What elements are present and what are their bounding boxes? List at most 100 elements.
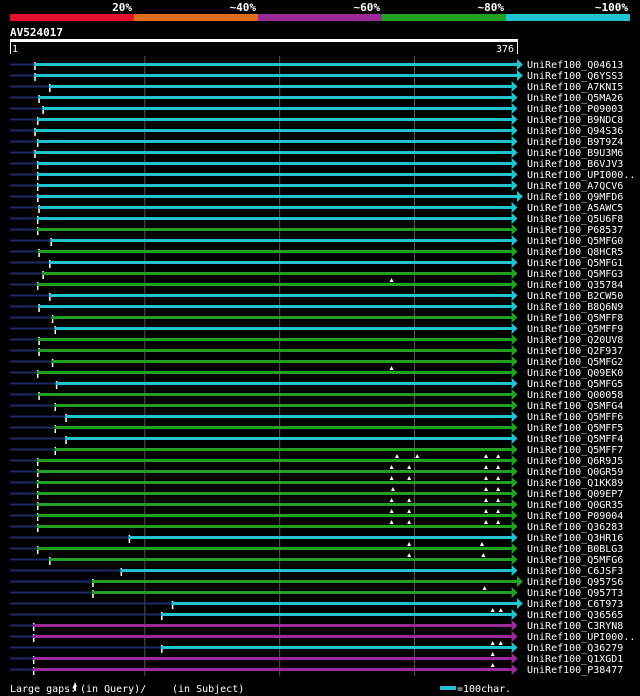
hit-label[interactable]: UniRef100_Q5MFG3 bbox=[527, 269, 623, 280]
hit-label[interactable]: UniRef100_P38477 bbox=[527, 665, 623, 676]
hit-bar[interactable] bbox=[36, 162, 512, 165]
hit-bar[interactable] bbox=[55, 382, 512, 385]
hit-label[interactable]: UniRef100_B0BLG3 bbox=[527, 544, 623, 555]
hit-label[interactable]: UniRef100_Q957T3 bbox=[527, 588, 623, 599]
hit-bar[interactable] bbox=[36, 140, 512, 143]
hit-label[interactable]: UniRef100_Q00058 bbox=[527, 390, 623, 401]
hit-bar[interactable] bbox=[34, 74, 518, 77]
hit-bar[interactable] bbox=[49, 558, 512, 561]
hit-label[interactable]: UniRef100_Q5MFF6 bbox=[527, 412, 623, 423]
hit-label[interactable]: UniRef100_P09003 bbox=[527, 104, 623, 115]
hit-bar[interactable] bbox=[42, 107, 512, 110]
hit-bar[interactable] bbox=[54, 448, 512, 451]
hit-label[interactable]: UniRef100_Q5MFF9 bbox=[527, 324, 623, 335]
hit-bar[interactable] bbox=[49, 261, 512, 264]
hit-bar[interactable] bbox=[36, 184, 512, 187]
hit-bar[interactable] bbox=[51, 360, 512, 363]
hit-bar[interactable] bbox=[38, 96, 512, 99]
hit-label[interactable]: UniRef100_UPI000.. bbox=[527, 170, 635, 181]
hit-bar[interactable] bbox=[36, 470, 512, 473]
hit-bar[interactable] bbox=[49, 294, 512, 297]
hit-label[interactable]: UniRef100_Q5MFF8 bbox=[527, 313, 623, 324]
hit-label[interactable]: UniRef100_Q5MFG5 bbox=[527, 379, 623, 390]
hit-label[interactable]: UniRef100_Q04613 bbox=[527, 60, 623, 71]
hit-label[interactable]: UniRef100_B9T9Z4 bbox=[527, 137, 623, 148]
hit-label[interactable]: UniRef100_C6T973 bbox=[527, 599, 623, 610]
hit-bar[interactable] bbox=[36, 217, 512, 220]
hit-label[interactable]: UniRef100_Q957S6 bbox=[527, 577, 623, 588]
hit-bar[interactable] bbox=[50, 239, 512, 242]
hit-bar[interactable] bbox=[92, 580, 518, 583]
hit-label[interactable]: UniRef100_P09004 bbox=[527, 511, 623, 522]
hit-label[interactable]: UniRef100_Q5MFG2 bbox=[527, 357, 623, 368]
hit-label[interactable]: UniRef100_A7QCV6 bbox=[527, 181, 623, 192]
hit-label[interactable]: UniRef100_Q9MFD6 bbox=[527, 192, 623, 203]
hit-bar[interactable] bbox=[38, 305, 512, 308]
hit-label[interactable]: UniRef100_Q5MFF4 bbox=[527, 434, 623, 445]
hit-label[interactable]: UniRef100_Q2F937 bbox=[527, 346, 623, 357]
hit-label[interactable]: UniRef100_Q0GR35 bbox=[527, 500, 623, 511]
hit-bar[interactable] bbox=[171, 602, 517, 605]
hit-label[interactable]: UniRef100_C3RYN8 bbox=[527, 621, 623, 632]
hit-bar[interactable] bbox=[65, 437, 512, 440]
hit-label[interactable]: UniRef100_Q5U6F8 bbox=[527, 214, 623, 225]
hit-bar[interactable] bbox=[38, 250, 512, 253]
hit-label[interactable]: UniRef100_Q8HCR5 bbox=[527, 247, 623, 258]
hit-bar[interactable] bbox=[32, 668, 512, 671]
hit-bar[interactable] bbox=[42, 272, 512, 275]
hit-bar[interactable] bbox=[34, 151, 512, 154]
hit-label[interactable]: UniRef100_Q94S36 bbox=[527, 126, 623, 137]
hit-label[interactable]: UniRef100_Q6R9J5 bbox=[527, 456, 623, 467]
hit-label[interactable]: UniRef100_Q09EP7 bbox=[527, 489, 623, 500]
hit-label[interactable]: UniRef100_Q0GR59 bbox=[527, 467, 623, 478]
hit-label[interactable]: UniRef100_Q36565 bbox=[527, 610, 623, 621]
hit-bar[interactable] bbox=[54, 426, 512, 429]
hit-bar[interactable] bbox=[36, 503, 512, 506]
hit-label[interactable]: UniRef100_A7KNI5 bbox=[527, 82, 623, 93]
hit-bar[interactable] bbox=[38, 393, 512, 396]
hit-bar[interactable] bbox=[36, 228, 512, 231]
hit-label[interactable]: UniRef100_UPI000.. bbox=[527, 632, 635, 643]
hit-label[interactable]: UniRef100_B9NDC8 bbox=[527, 115, 623, 126]
hit-bar[interactable] bbox=[36, 492, 512, 495]
hit-label[interactable]: UniRef100_P68537 bbox=[527, 225, 623, 236]
hit-bar[interactable] bbox=[51, 316, 512, 319]
hit-bar[interactable] bbox=[36, 459, 512, 462]
hit-label[interactable]: UniRef100_Q5MFF5 bbox=[527, 423, 623, 434]
hit-label[interactable]: UniRef100_Q35784 bbox=[527, 280, 623, 291]
hit-label[interactable]: UniRef100_Q09EK0 bbox=[527, 368, 623, 379]
hit-label[interactable]: UniRef100_Q36279 bbox=[527, 643, 623, 654]
hit-bar[interactable] bbox=[92, 591, 512, 594]
hit-label[interactable]: UniRef100_B9U3M6 bbox=[527, 148, 623, 159]
hit-label[interactable]: UniRef100_Q5MFF7 bbox=[527, 445, 623, 456]
hit-bar[interactable] bbox=[32, 624, 512, 627]
hit-bar[interactable] bbox=[36, 525, 512, 528]
hit-bar[interactable] bbox=[36, 118, 512, 121]
hit-label[interactable]: UniRef100_Q36283 bbox=[527, 522, 623, 533]
hit-label[interactable]: UniRef100_Q5MFG6 bbox=[527, 555, 623, 566]
hit-bar[interactable] bbox=[54, 404, 512, 407]
hit-label[interactable]: UniRef100_B8Q6N9 bbox=[527, 302, 623, 313]
hit-label[interactable]: UniRef100_Q5MFG1 bbox=[527, 258, 623, 269]
hit-bar[interactable] bbox=[36, 283, 512, 286]
hit-bar[interactable] bbox=[54, 327, 512, 330]
hit-label[interactable]: UniRef100_C6JSF3 bbox=[527, 566, 623, 577]
hit-bar[interactable] bbox=[161, 613, 512, 616]
hit-label[interactable]: UniRef100_Q1KK89 bbox=[527, 478, 623, 489]
hit-bar[interactable] bbox=[38, 206, 512, 209]
hit-bar[interactable] bbox=[38, 349, 512, 352]
hit-bar[interactable] bbox=[36, 173, 512, 176]
hit-label[interactable]: UniRef100_Q6YSS3 bbox=[527, 71, 623, 82]
hit-bar[interactable] bbox=[36, 371, 512, 374]
hit-label[interactable]: UniRef100_Q5MA26 bbox=[527, 93, 623, 104]
hit-label[interactable]: UniRef100_Q1XGD1 bbox=[527, 654, 623, 665]
hit-bar[interactable] bbox=[34, 129, 512, 132]
hit-label[interactable]: UniRef100_Q5MFG4 bbox=[527, 401, 623, 412]
hit-bar[interactable] bbox=[161, 646, 512, 649]
hit-bar[interactable] bbox=[36, 481, 512, 484]
hit-bar[interactable] bbox=[34, 63, 518, 66]
hit-label[interactable]: UniRef100_B2CW50 bbox=[527, 291, 623, 302]
hit-bar[interactable] bbox=[36, 195, 518, 198]
hit-label[interactable]: UniRef100_Q5MFG0 bbox=[527, 236, 623, 247]
hit-bar[interactable] bbox=[38, 338, 512, 341]
